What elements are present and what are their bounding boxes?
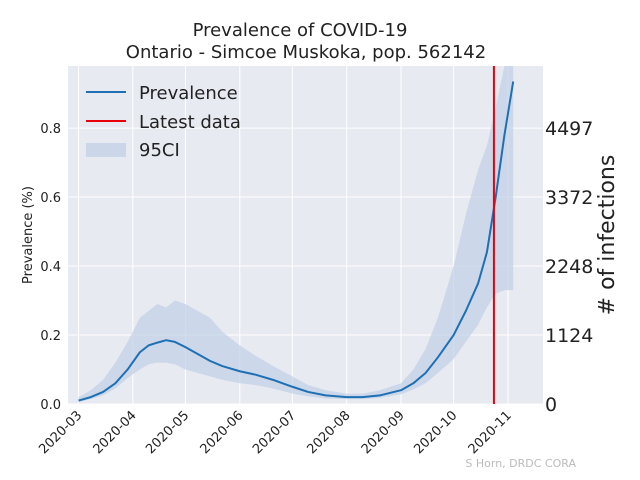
right-axis-label: # of infections [595,155,620,316]
y-axis-label: Prevalence (%) [21,186,36,284]
x-tick-label-1: 2020-04 [91,408,140,457]
right-tick-label-1: 1124 [545,325,593,347]
ci-band [78,66,514,403]
x-tick-label-3: 2020-06 [198,408,247,457]
chart-title: Prevalence of COVID-19 [193,20,408,41]
y-tick-label-2: 0.4 [40,260,61,275]
prevalence-line [78,81,515,402]
legend-swatch-95ci [86,143,126,157]
right-tick-label-0: 0 [545,394,557,416]
legend-label-latest: Latest data [139,112,241,133]
x-axis-ticks: 2020-03 2020-04 2020-05 2020-06 2020-07 2020-… [36,408,514,457]
x-tick-label-7: 2020-10 [411,408,460,457]
x-tick-label-8: 2020-11 [466,408,515,457]
prevalence-line-layer [78,81,515,402]
legend: Prevalence Latest data 95CI [86,83,241,161]
y-axis-ticks: 0.0 0.2 0.4 0.6 0.8 [40,122,61,413]
chart-subtitle: Ontario - Simcoe Muskoka, pop. 562142 [126,42,486,63]
x-tick-label-5: 2020-08 [304,408,353,457]
right-tick-label-4: 4497 [545,118,593,140]
credit-text: S Horn, DRDC CORA [465,457,576,470]
right-axis-ticks: 0 1124 2248 3372 4497 [545,118,593,416]
y-tick-label-1: 0.2 [40,329,61,344]
x-tick-label-2: 2020-05 [143,408,192,457]
legend-label-95ci: 95CI [139,140,180,161]
ci-band-layer [78,66,514,403]
y-tick-label-4: 0.8 [40,122,61,137]
x-tick-label-4: 2020-07 [250,408,299,457]
y-tick-label-0: 0.0 [40,398,61,413]
right-tick-label-2: 2248 [545,256,593,278]
right-tick-label-3: 3372 [545,187,593,209]
x-tick-label-6: 2020-09 [359,408,408,457]
x-tick-label-0: 2020-03 [36,408,85,457]
y-tick-label-3: 0.6 [40,191,61,206]
legend-label-prevalence: Prevalence [139,83,238,104]
